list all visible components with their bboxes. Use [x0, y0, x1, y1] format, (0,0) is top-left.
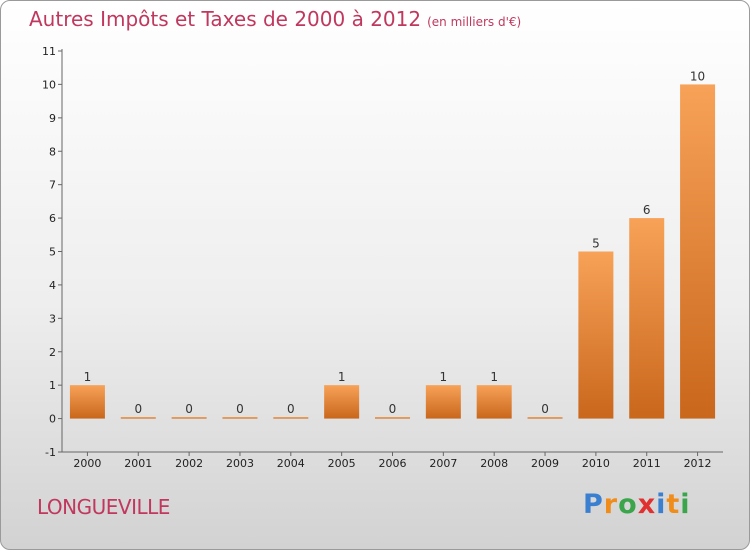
x-tick-label: 2000	[73, 457, 101, 470]
bar	[171, 417, 207, 419]
logo-letter: i	[680, 489, 691, 520]
data-label: 0	[389, 402, 397, 416]
y-tick-label: 7	[49, 179, 56, 192]
chart-title: Autres Impôts et Taxes de 2000 à 2012 (en…	[29, 7, 521, 31]
bar	[273, 417, 309, 419]
x-tick-label: 2007	[429, 457, 457, 470]
bar	[69, 385, 105, 419]
data-label: 0	[185, 402, 193, 416]
proxiti-logo: Proxiti	[583, 489, 691, 520]
x-tick-label: 2012	[684, 457, 712, 470]
data-label: 5	[592, 237, 600, 251]
x-tick-label: 2010	[582, 457, 610, 470]
bar	[578, 251, 614, 419]
y-tick-label: 1	[49, 379, 56, 392]
logo-letter: o	[618, 489, 638, 520]
x-tick-label: 2001	[124, 457, 152, 470]
logo-letter: r	[603, 489, 619, 520]
y-tick-label: 2	[49, 346, 56, 359]
bar	[222, 417, 258, 419]
data-label: 10	[690, 69, 705, 83]
y-tick-label: 9	[49, 112, 56, 125]
x-tick-label: 2006	[379, 457, 407, 470]
x-tick-label: 2002	[175, 457, 203, 470]
bar	[680, 84, 716, 419]
x-tick-label: 2008	[480, 457, 508, 470]
logo-letter: t	[666, 489, 681, 520]
logo-letter: x	[637, 489, 657, 520]
logo-letter: i	[656, 489, 667, 520]
data-label: 0	[541, 402, 549, 416]
data-label: 1	[84, 370, 92, 384]
place-name: LONGUEVILLE	[37, 495, 170, 519]
data-label: 1	[440, 370, 448, 384]
data-label: 0	[134, 402, 142, 416]
bar	[527, 417, 563, 419]
data-label: 0	[287, 402, 295, 416]
y-tick-label: -1	[45, 446, 56, 459]
title-text: Autres Impôts et Taxes de 2000 à 2012	[29, 7, 422, 31]
bar	[425, 385, 461, 419]
y-tick-label: 3	[49, 312, 56, 325]
x-tick-label: 2003	[226, 457, 254, 470]
y-tick-label: 4	[49, 279, 56, 292]
bar	[375, 417, 410, 419]
logo-letter: P	[583, 489, 604, 520]
x-tick-label: 2005	[328, 457, 356, 470]
bar	[629, 218, 665, 419]
data-label: 6	[643, 203, 651, 217]
y-tick-label: 11	[42, 45, 56, 58]
y-tick-label: 8	[49, 145, 56, 158]
y-tick-label: 0	[49, 413, 56, 426]
y-tick-label: 6	[49, 212, 56, 225]
data-label: 1	[490, 370, 498, 384]
y-tick-label: 5	[49, 246, 56, 259]
x-tick-label: 2004	[277, 457, 305, 470]
data-label: 1	[338, 370, 346, 384]
bar	[324, 385, 360, 419]
bar	[120, 417, 156, 419]
data-label: 0	[236, 402, 244, 416]
x-tick-label: 2011	[633, 457, 661, 470]
bar	[476, 385, 512, 419]
title-unit: (en milliers d'€)	[427, 15, 522, 29]
x-tick-label: 2009	[531, 457, 559, 470]
y-tick-label: 10	[42, 78, 56, 91]
